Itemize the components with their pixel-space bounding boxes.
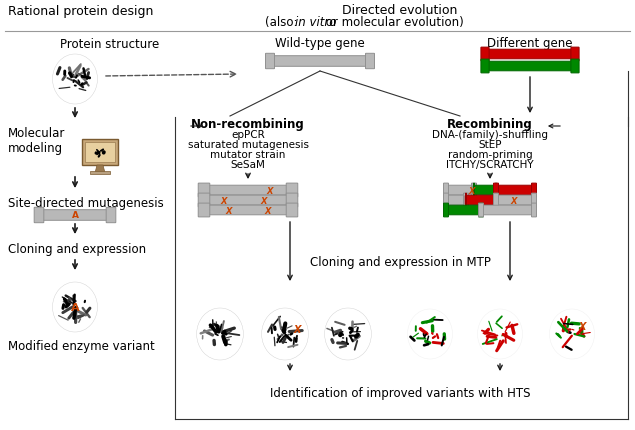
FancyBboxPatch shape bbox=[473, 186, 497, 195]
FancyBboxPatch shape bbox=[571, 48, 579, 62]
Text: or molecular evolution): or molecular evolution) bbox=[322, 16, 464, 29]
FancyBboxPatch shape bbox=[203, 196, 293, 205]
Text: saturated mutagenesis: saturated mutagenesis bbox=[187, 140, 309, 150]
Text: X: X bbox=[260, 196, 267, 205]
Text: Rational protein design: Rational protein design bbox=[8, 5, 154, 18]
Text: DNA-(family)-shuffling: DNA-(family)-shuffling bbox=[432, 130, 548, 140]
Text: X: X bbox=[578, 321, 585, 331]
FancyBboxPatch shape bbox=[443, 194, 448, 207]
Text: Cloning and expression: Cloning and expression bbox=[8, 243, 146, 255]
FancyBboxPatch shape bbox=[286, 184, 298, 197]
FancyBboxPatch shape bbox=[106, 208, 116, 223]
Text: A: A bbox=[72, 211, 79, 220]
FancyBboxPatch shape bbox=[198, 204, 210, 218]
FancyBboxPatch shape bbox=[495, 184, 497, 197]
Text: ITCHY/SCRATCHY: ITCHY/SCRATCHY bbox=[446, 160, 534, 169]
FancyBboxPatch shape bbox=[531, 204, 537, 218]
Text: mutator strain: mutator strain bbox=[210, 150, 286, 160]
FancyBboxPatch shape bbox=[472, 184, 476, 197]
Text: X: X bbox=[511, 196, 518, 205]
Text: Non-recombining: Non-recombining bbox=[191, 118, 305, 131]
FancyBboxPatch shape bbox=[269, 57, 371, 67]
FancyBboxPatch shape bbox=[495, 186, 535, 195]
FancyBboxPatch shape bbox=[479, 204, 483, 218]
FancyBboxPatch shape bbox=[481, 48, 489, 62]
FancyBboxPatch shape bbox=[445, 186, 475, 195]
FancyBboxPatch shape bbox=[495, 194, 497, 207]
Text: StEP: StEP bbox=[478, 140, 502, 150]
FancyBboxPatch shape bbox=[445, 196, 467, 205]
Ellipse shape bbox=[262, 308, 309, 360]
Text: X: X bbox=[267, 186, 273, 195]
Text: Protein structure: Protein structure bbox=[60, 38, 159, 51]
Polygon shape bbox=[95, 166, 105, 174]
FancyBboxPatch shape bbox=[493, 184, 498, 197]
FancyBboxPatch shape bbox=[495, 196, 535, 205]
FancyBboxPatch shape bbox=[465, 196, 497, 205]
Ellipse shape bbox=[197, 308, 243, 360]
FancyBboxPatch shape bbox=[485, 50, 576, 60]
Text: A: A bbox=[70, 302, 79, 312]
Bar bbox=[85, 143, 115, 163]
FancyBboxPatch shape bbox=[286, 194, 298, 207]
FancyBboxPatch shape bbox=[485, 62, 576, 72]
Text: X: X bbox=[220, 196, 227, 205]
Text: X: X bbox=[293, 324, 301, 334]
FancyBboxPatch shape bbox=[286, 204, 298, 218]
FancyBboxPatch shape bbox=[465, 194, 467, 207]
FancyBboxPatch shape bbox=[203, 206, 293, 215]
Text: in vitro: in vitro bbox=[295, 16, 337, 29]
FancyBboxPatch shape bbox=[571, 60, 579, 74]
Text: Wild-type gene: Wild-type gene bbox=[275, 37, 365, 50]
Text: X: X bbox=[469, 186, 475, 195]
FancyBboxPatch shape bbox=[531, 184, 537, 197]
Text: Directed evolution: Directed evolution bbox=[342, 4, 458, 17]
Text: Different gene: Different gene bbox=[487, 37, 573, 50]
FancyBboxPatch shape bbox=[443, 204, 448, 218]
Text: epPCR: epPCR bbox=[231, 130, 265, 140]
FancyBboxPatch shape bbox=[203, 186, 293, 195]
FancyBboxPatch shape bbox=[198, 194, 210, 207]
FancyBboxPatch shape bbox=[479, 204, 483, 218]
Ellipse shape bbox=[549, 309, 594, 359]
Text: random-priming: random-priming bbox=[448, 150, 532, 160]
Ellipse shape bbox=[53, 283, 98, 332]
FancyBboxPatch shape bbox=[265, 54, 274, 70]
Text: Site-directed mutagenesis: Site-directed mutagenesis bbox=[8, 197, 164, 209]
Ellipse shape bbox=[324, 308, 371, 360]
FancyBboxPatch shape bbox=[38, 210, 112, 221]
FancyBboxPatch shape bbox=[443, 184, 448, 197]
Bar bbox=[90, 172, 110, 175]
Ellipse shape bbox=[408, 309, 453, 359]
Text: X: X bbox=[225, 206, 232, 215]
FancyBboxPatch shape bbox=[34, 208, 44, 223]
FancyBboxPatch shape bbox=[481, 60, 489, 74]
FancyBboxPatch shape bbox=[480, 206, 535, 215]
Ellipse shape bbox=[92, 144, 108, 163]
Text: SeSaM: SeSaM bbox=[231, 160, 265, 169]
FancyBboxPatch shape bbox=[366, 54, 375, 70]
Text: Cloning and expression in MTP: Cloning and expression in MTP bbox=[310, 255, 490, 268]
Text: X: X bbox=[264, 206, 271, 215]
Text: (also:: (also: bbox=[265, 16, 301, 29]
FancyBboxPatch shape bbox=[464, 194, 469, 207]
Text: Modified enzyme variant: Modified enzyme variant bbox=[8, 339, 155, 352]
Text: Identification of improved variants with HTS: Identification of improved variants with… bbox=[270, 386, 530, 399]
Ellipse shape bbox=[478, 309, 523, 359]
Text: Recombining: Recombining bbox=[447, 118, 533, 131]
Text: Molecular
modeling: Molecular modeling bbox=[8, 127, 65, 155]
Ellipse shape bbox=[53, 55, 98, 105]
FancyBboxPatch shape bbox=[198, 184, 210, 197]
FancyBboxPatch shape bbox=[445, 206, 482, 215]
FancyBboxPatch shape bbox=[531, 194, 537, 207]
Bar bbox=[82, 140, 118, 166]
FancyBboxPatch shape bbox=[493, 194, 498, 207]
